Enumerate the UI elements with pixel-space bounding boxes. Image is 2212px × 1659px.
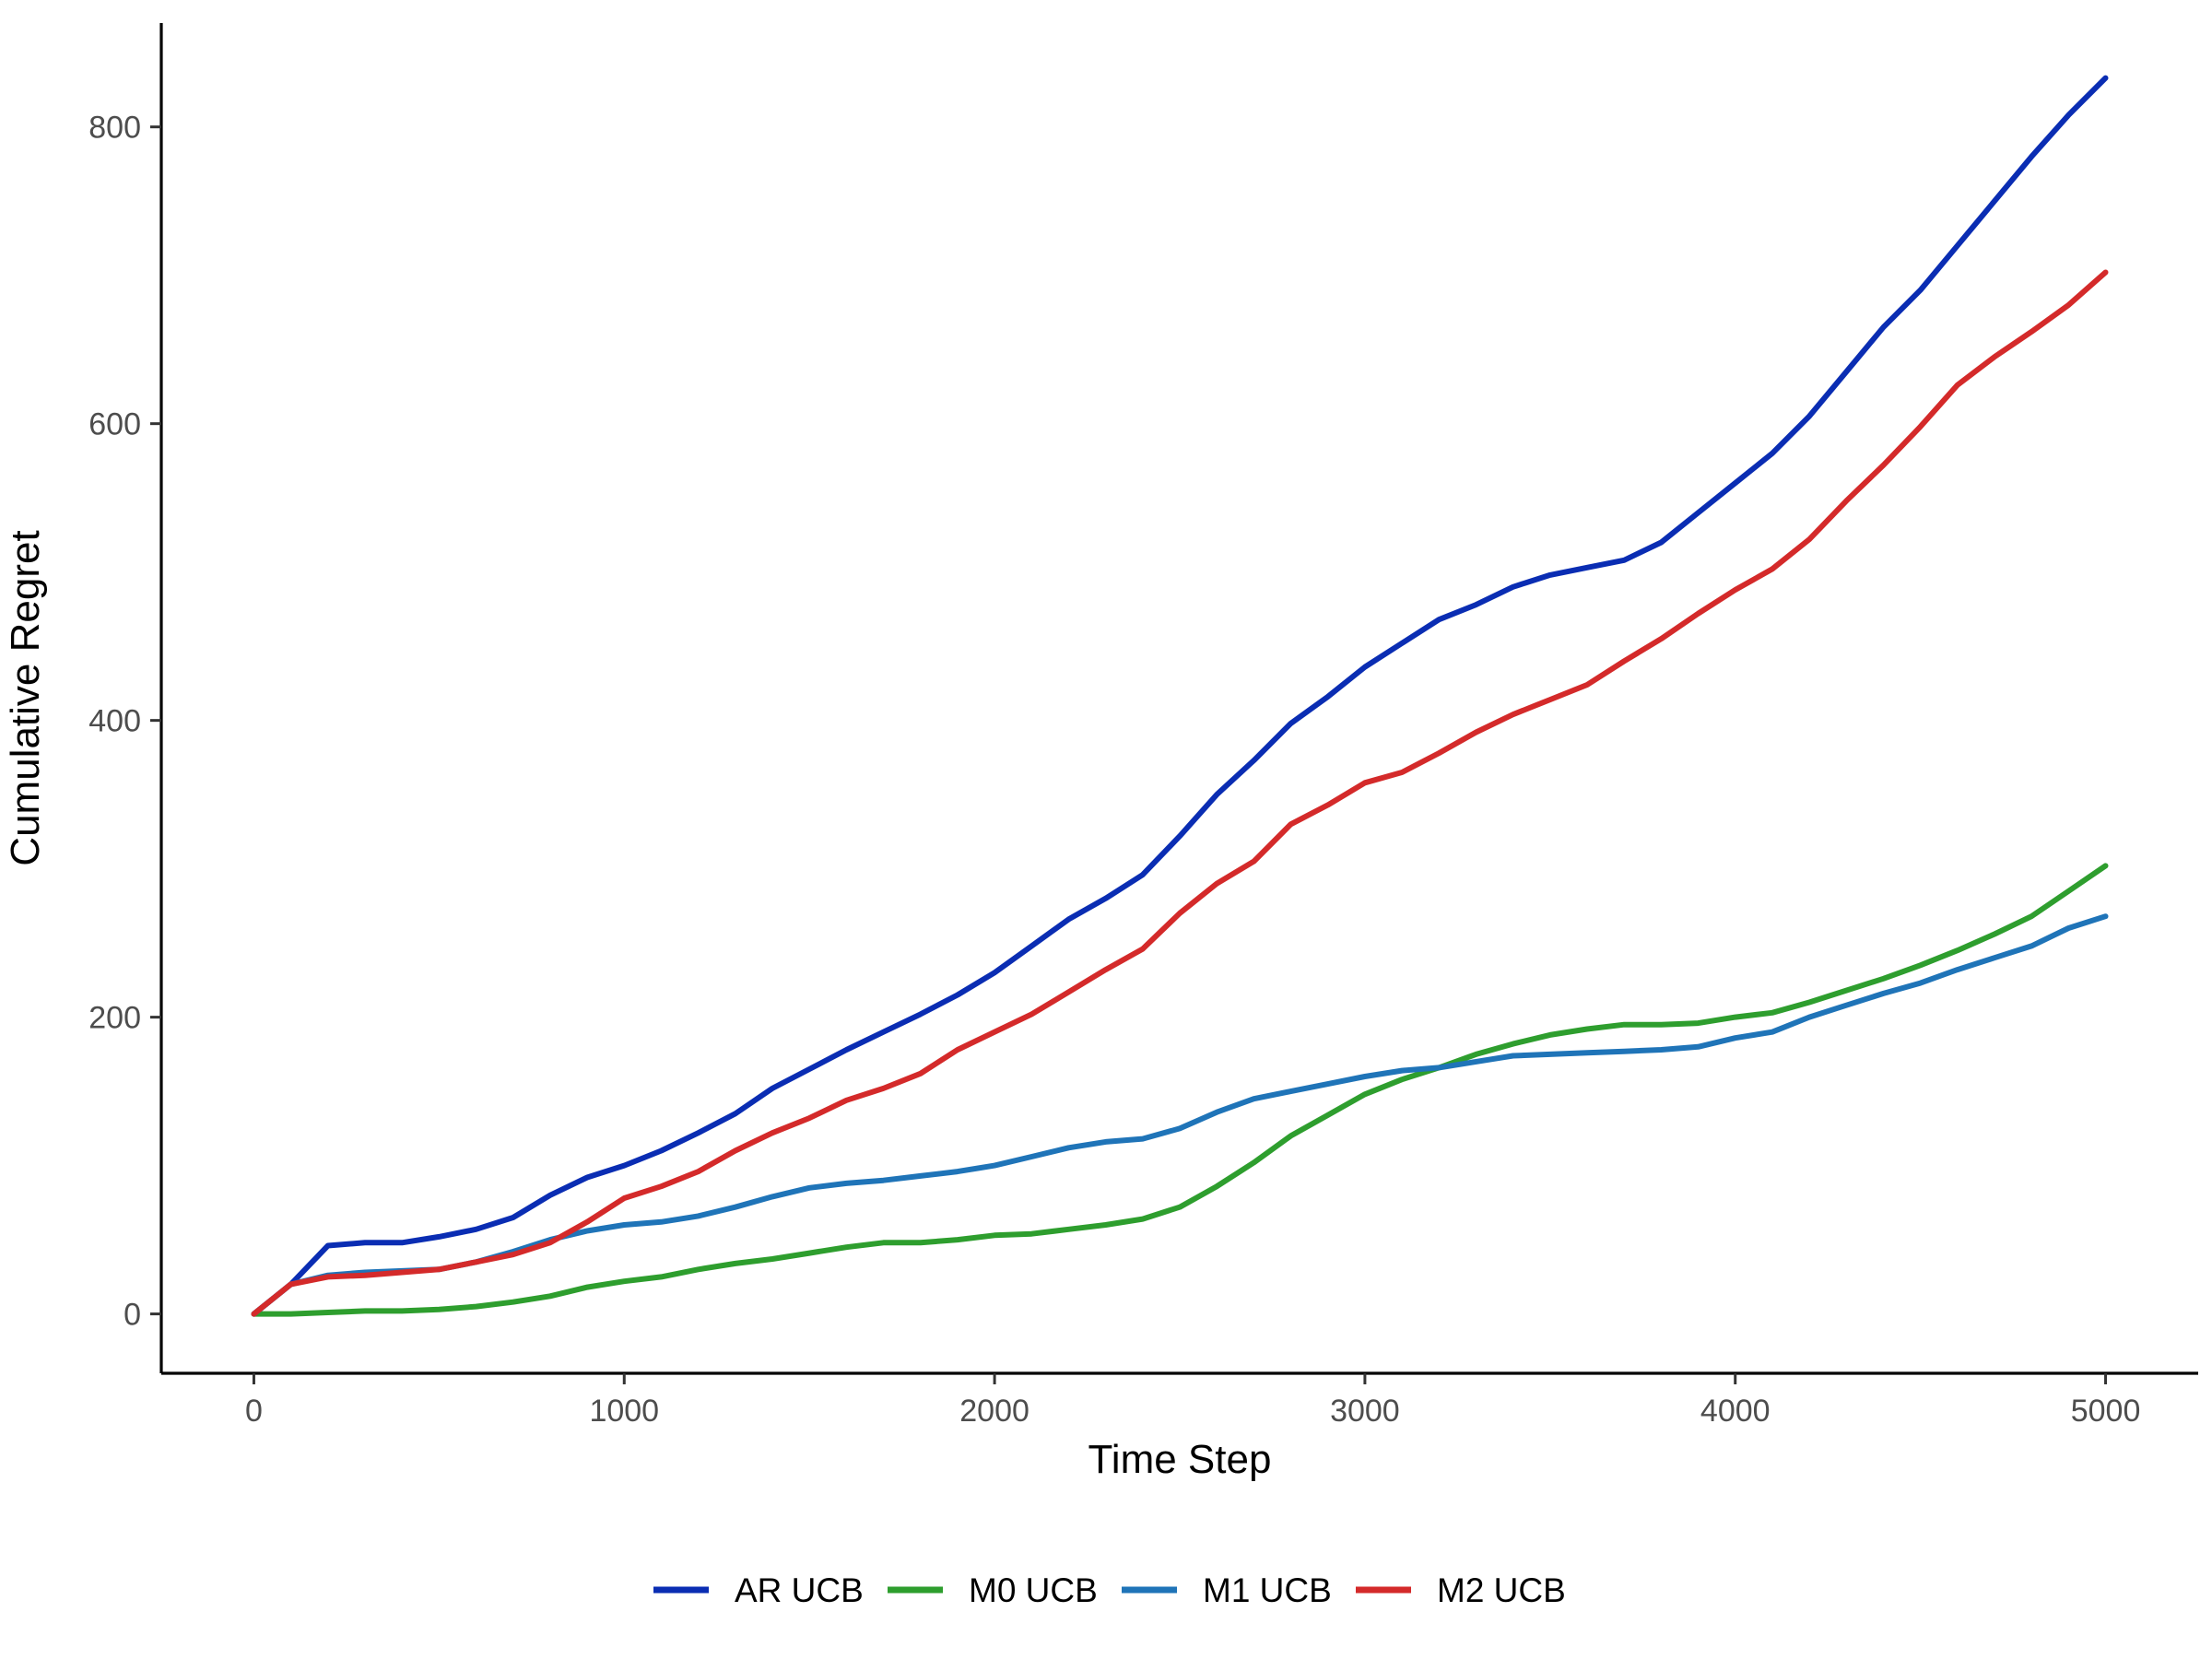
series-line-m2-ucb bbox=[251, 269, 2109, 1317]
legend: AR UCB M0 UCB M1 UCB M2 UCB bbox=[653, 1571, 1566, 1609]
legend-label: M2 UCB bbox=[1437, 1571, 1566, 1609]
y-tick-label: 0 bbox=[124, 1298, 141, 1333]
x-tick-label: 3000 bbox=[1330, 1394, 1400, 1429]
x-tick-label: 4000 bbox=[1700, 1394, 1771, 1429]
x-tick-label: 5000 bbox=[2071, 1394, 2141, 1429]
y-axis-ticks: 0 200 400 600 800 bbox=[88, 111, 161, 1333]
y-axis-title: Cumulative Regret bbox=[3, 530, 48, 865]
legend-label: AR UCB bbox=[735, 1571, 864, 1609]
axes bbox=[159, 23, 2198, 1375]
series-lines bbox=[251, 75, 2109, 1317]
y-tick-label: 400 bbox=[88, 704, 141, 739]
x-tick-label: 1000 bbox=[589, 1394, 659, 1429]
x-axis-title: Time Step bbox=[1088, 1437, 1272, 1482]
series-line-m1-ucb bbox=[251, 913, 2109, 1317]
legend-label: M0 UCB bbox=[969, 1571, 1098, 1609]
x-tick-label: 0 bbox=[245, 1394, 263, 1429]
legend-label: M1 UCB bbox=[1203, 1571, 1332, 1609]
series-line-m0-ucb bbox=[251, 863, 2109, 1317]
x-tick-label: 2000 bbox=[959, 1394, 1030, 1429]
y-tick-label: 600 bbox=[88, 407, 141, 442]
series-line-ar-ucb bbox=[251, 75, 2109, 1317]
y-tick-label: 800 bbox=[88, 111, 141, 146]
y-tick-label: 200 bbox=[88, 1001, 141, 1036]
x-axis-ticks: 0 1000 2000 3000 4000 5000 bbox=[245, 1373, 2140, 1429]
